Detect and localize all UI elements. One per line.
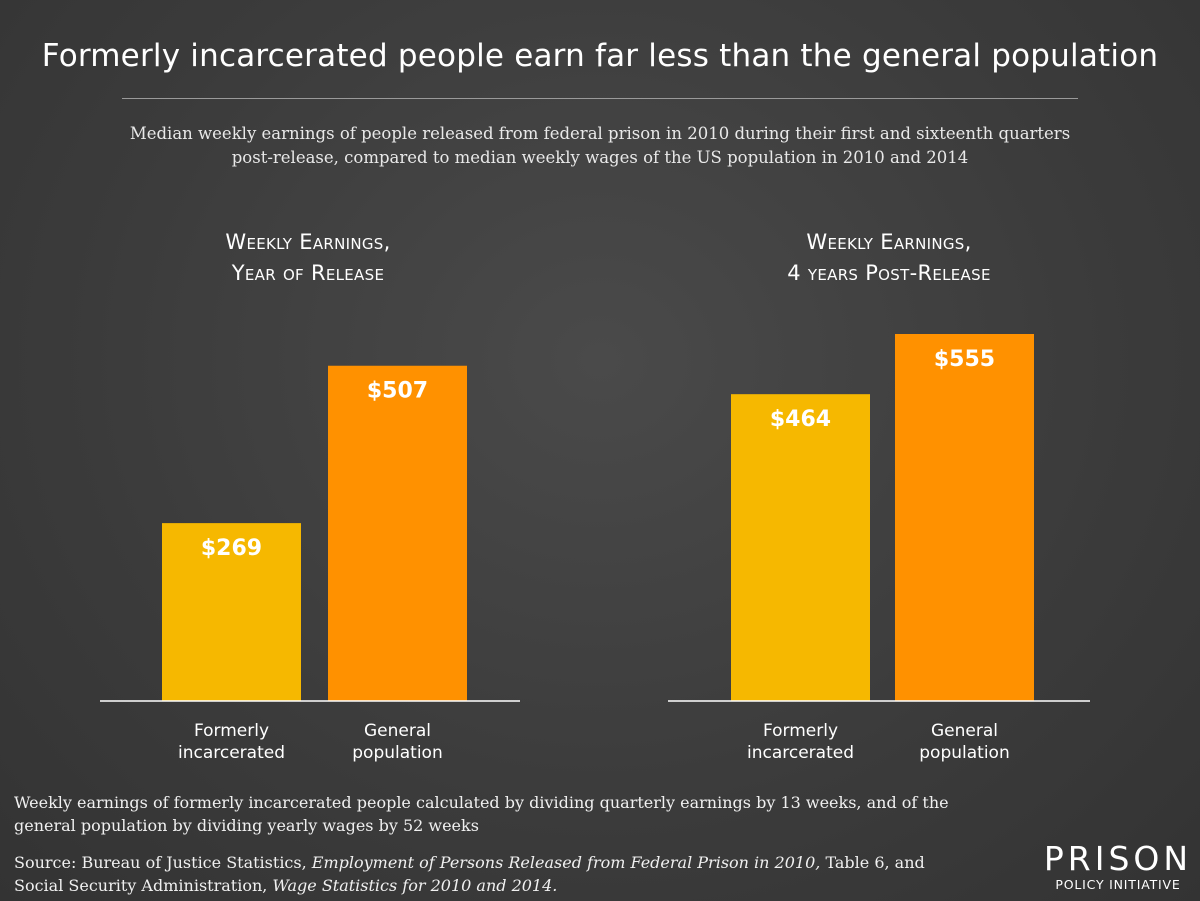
bar-value-label: $507 <box>367 379 428 404</box>
title-divider <box>122 98 1078 99</box>
subtitle-line-1: Median weekly earnings of people release… <box>129 124 1071 143</box>
category-label: General <box>364 721 431 741</box>
panel-title-year-of-release: Weekly Earnings, Year of Release <box>88 227 528 289</box>
logo-bottom-text: POLICY INITIATIVE <box>1055 877 1181 892</box>
methodology-note: Weekly earnings of formerly incarcerated… <box>14 791 1014 837</box>
category-label: population <box>352 743 442 763</box>
chart-title: Formerly incarcerated people earn far le… <box>41 38 1159 74</box>
category-label: incarcerated <box>178 743 285 763</box>
logo-top-text: PRISON <box>1043 839 1193 878</box>
bar-general-population <box>895 334 1034 701</box>
bar-value-label: $464 <box>770 407 831 432</box>
panel-title-line: Weekly Earnings, <box>225 230 391 254</box>
bar-formerly-incarcerated <box>162 523 301 701</box>
category-label: Formerly <box>194 721 269 741</box>
source-prefix: Source: Bureau of Justice Statistics, <box>14 853 312 872</box>
category-label: population <box>919 743 1009 763</box>
panel-title-line: 4 years Post-Release <box>787 261 991 285</box>
chart-subtitle: Median weekly earnings of people release… <box>100 122 1100 170</box>
panel-title-line: Weekly Earnings, <box>806 230 972 254</box>
category-label: Formerly <box>763 721 838 741</box>
note-line-2: general population by dividing yearly wa… <box>14 816 479 835</box>
source-line-2: Social Security Administration, Wage Sta… <box>14 874 1014 897</box>
bar-value-label: $269 <box>201 536 262 561</box>
source-report2-title: Wage Statistics for 2010 and 2014. <box>272 876 558 895</box>
source-citation: Source: Bureau of Justice Statistics, Em… <box>14 851 1014 897</box>
bar-general-population <box>328 365 467 701</box>
source-ssa: Social Security Administration, <box>14 876 273 895</box>
bar-value-label: $555 <box>934 347 995 372</box>
panel-title-post-release: Weekly Earnings, 4 years Post-Release <box>669 227 1109 289</box>
source-report-title: Employment of Persons Released from Fede… <box>311 853 821 872</box>
subtitle-line-2: post-release, compared to median weekly … <box>231 148 969 167</box>
bar-formerly-incarcerated <box>731 394 870 701</box>
source-line-1: Source: Bureau of Justice Statistics, Em… <box>14 851 1014 874</box>
note-line-1: Weekly earnings of formerly incarcerated… <box>14 793 949 812</box>
prison-policy-initiative-logo: PRISON POLICY INITIATIVE <box>1040 842 1196 894</box>
category-label: General <box>931 721 998 741</box>
category-label: incarcerated <box>747 743 854 763</box>
panel-title-line: Year of Release <box>231 261 385 285</box>
source-table-ref: Table 6, and <box>820 853 925 872</box>
